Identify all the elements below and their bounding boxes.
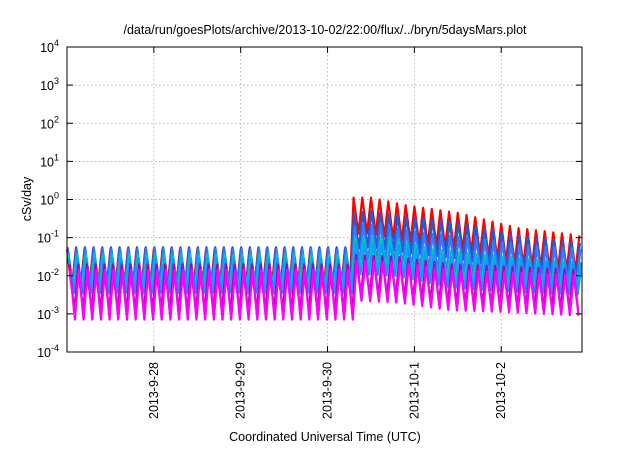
y-tick-label: 103 (40, 76, 59, 93)
y-tick-label: 104 (40, 38, 59, 55)
axes: 10-4 10-3 10-2 10-1 100 101 102 103 104 2013-9-28… (37, 38, 583, 419)
x-tick-label: 2013-10-2 (494, 362, 508, 419)
y-tick-label: 10-2 (37, 267, 59, 284)
plot-frame (66, 46, 583, 353)
series-line-7 (69, 259, 580, 321)
x-tick-label: 2013-9-30 (321, 362, 335, 419)
y-tick-label: 10-3 (37, 305, 59, 322)
x-axis-label: Coordinated Universal Time (UTC) (229, 430, 421, 444)
chart-title: /data/run/goesPlots/archive/2013-10-02/2… (123, 23, 527, 37)
x-tick-label: 2013-10-1 (407, 362, 421, 419)
y-tick-label: 10-1 (37, 229, 59, 246)
x-tick-label: 2013-9-28 (147, 362, 161, 419)
y-tick-label: 100 (40, 191, 59, 208)
y-tick-label: 102 (40, 114, 59, 131)
y-axis-label: cSv/day (20, 176, 34, 221)
y-tick-label: 10-4 (37, 343, 59, 360)
x-tick-label: 2013-9-29 (234, 362, 248, 419)
series-lines (65, 196, 583, 321)
y-tick-label: 101 (40, 152, 59, 169)
